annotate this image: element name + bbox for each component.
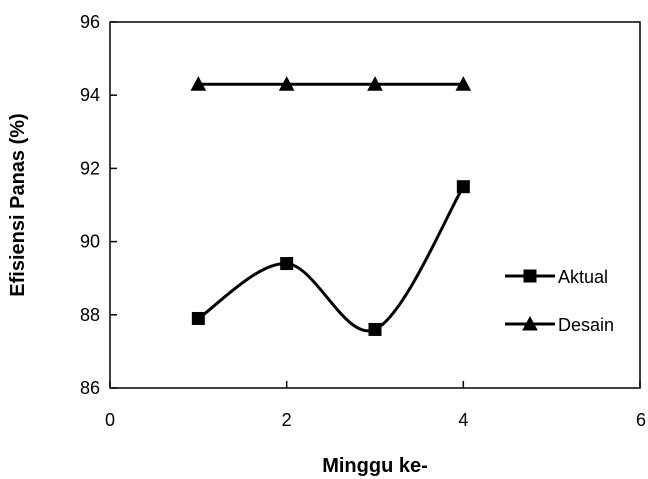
data-point-desain: [367, 76, 383, 91]
data-point-aktual: [191, 311, 205, 325]
y-tick-label: 88: [80, 305, 100, 325]
plot-area: [109, 21, 641, 389]
legend-marker-desain: [522, 315, 538, 331]
data-point-desain: [455, 76, 472, 91]
x-tick-label: 6: [636, 410, 646, 430]
legend-label-desain: Desain: [558, 315, 614, 335]
legend-marker-aktual: [523, 269, 537, 283]
x-tick-label: 4: [458, 410, 468, 430]
x-axis-title: Minggu ke-: [322, 455, 428, 477]
y-tick-label: 96: [80, 12, 100, 32]
legend: Aktual Desain: [505, 267, 614, 335]
y-axis: 86 88 90 92 94 96: [80, 12, 117, 398]
x-axis: 0 2 4 6: [105, 381, 646, 430]
data-point-desain: [190, 76, 207, 91]
y-axis-title: Efisiensi Panas (%): [7, 113, 29, 296]
series-line-aktual: [197, 185, 465, 333]
y-tick-label: 92: [80, 158, 100, 178]
data-point-aktual: [280, 257, 294, 271]
legend-label-aktual: Aktual: [558, 267, 608, 287]
data-point-aktual: [456, 180, 470, 194]
series-layer: [190, 76, 472, 336]
y-tick-label: 94: [80, 85, 100, 105]
y-tick-label: 90: [80, 232, 100, 252]
x-tick-label: 2: [282, 410, 292, 430]
data-point-aktual: [368, 322, 382, 336]
y-tick-label: 86: [80, 378, 100, 398]
data-point-desain: [278, 76, 295, 91]
x-tick-label: 0: [105, 410, 115, 430]
